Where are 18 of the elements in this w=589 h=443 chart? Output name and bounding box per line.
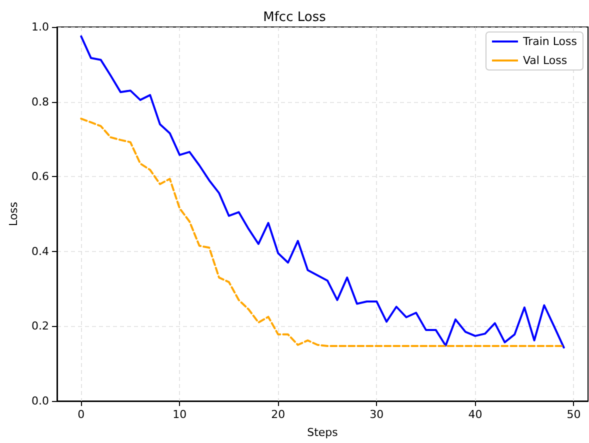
y-tick-label: 0.8	[32, 95, 49, 108]
chart-title: Mfcc Loss	[263, 10, 326, 25]
x-axis-title: Steps	[307, 426, 338, 439]
x-tick-label: 10	[172, 408, 187, 421]
x-tick-label: 0	[78, 408, 85, 421]
y-axis-title: Loss	[7, 202, 20, 226]
x-tick-label: 20	[271, 408, 286, 421]
x-tick-label: 30	[370, 408, 384, 421]
y-tick-label: 0.0	[32, 394, 49, 408]
y-tick-label: 0.2	[32, 320, 49, 333]
x-tick-label: 50	[566, 408, 581, 421]
y-tick-label: 1.0	[32, 20, 49, 34]
x-tick-label: 40	[468, 408, 482, 421]
legend-label: Val Loss	[522, 54, 568, 67]
y-tick-label: 0.6	[32, 170, 49, 184]
y-tick-label: 0.4	[32, 244, 49, 258]
line-series	[80, 118, 565, 348]
legend-label: Train Loss	[522, 35, 578, 48]
